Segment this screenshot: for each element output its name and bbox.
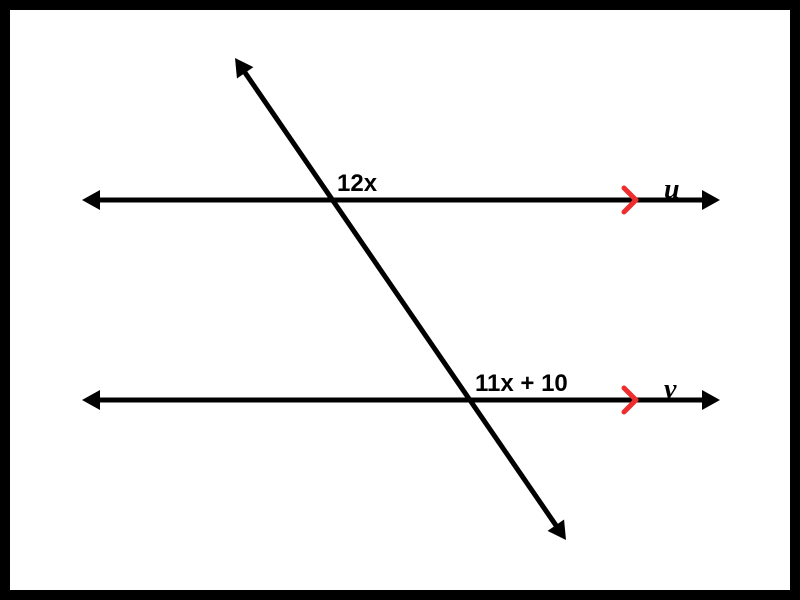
angle-label-bottom: 11x + 10 <box>475 370 568 398</box>
angle-label-top: 12x <box>337 170 377 198</box>
diagram-svg <box>0 0 800 600</box>
diagram-frame: 12x 11x + 10 u v <box>0 0 800 600</box>
line-label-v: v <box>664 374 676 406</box>
line-label-u: u <box>664 174 680 206</box>
